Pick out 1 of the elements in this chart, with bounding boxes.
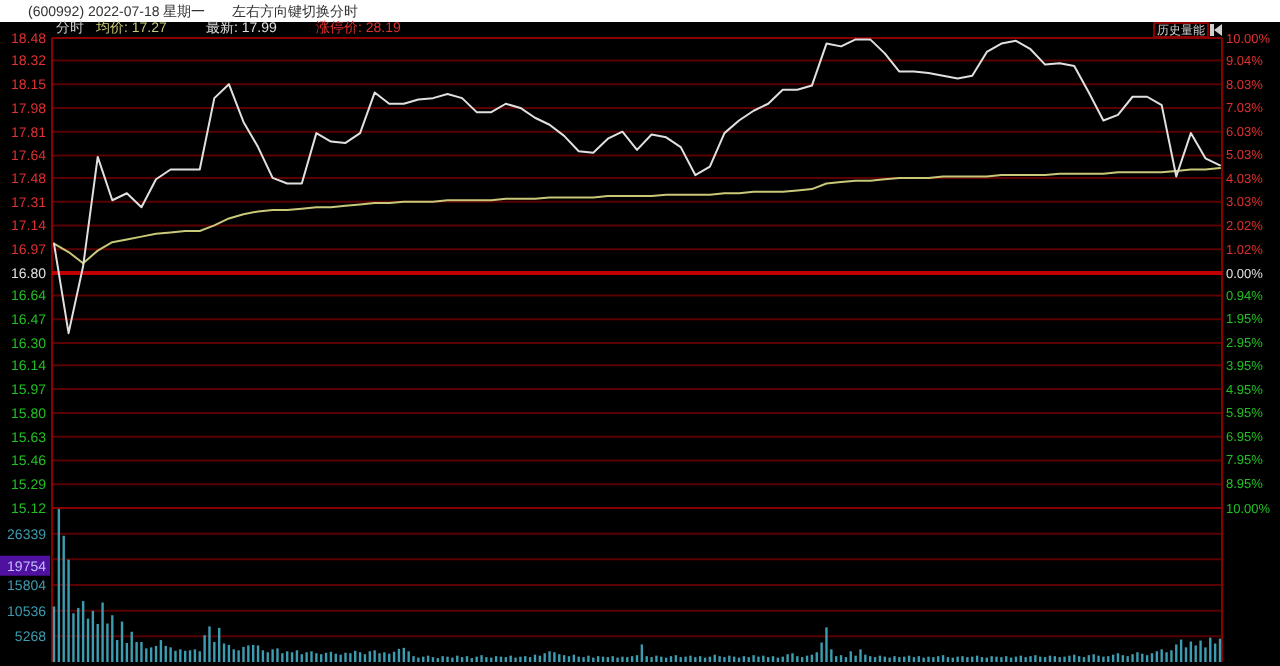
- line-series: [53, 167, 1221, 265]
